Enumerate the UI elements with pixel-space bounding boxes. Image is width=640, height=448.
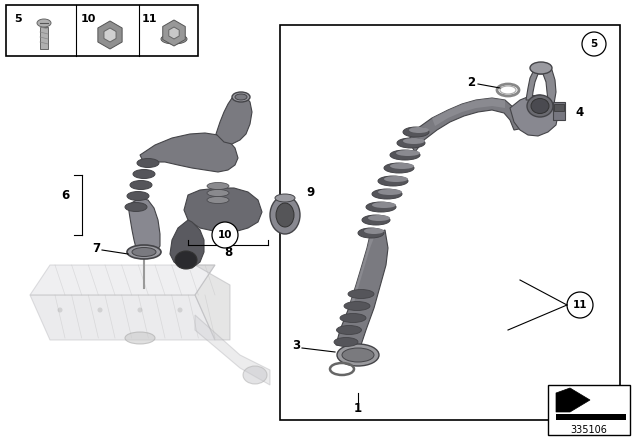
Circle shape (177, 307, 182, 313)
Circle shape (97, 307, 102, 313)
Ellipse shape (384, 163, 414, 173)
Text: 335106: 335106 (571, 425, 607, 435)
Ellipse shape (130, 181, 152, 190)
Ellipse shape (207, 197, 229, 203)
Ellipse shape (337, 344, 379, 366)
Polygon shape (408, 98, 524, 152)
Ellipse shape (161, 34, 187, 44)
Ellipse shape (132, 247, 156, 257)
Ellipse shape (384, 176, 408, 182)
Ellipse shape (390, 150, 420, 160)
Polygon shape (170, 220, 204, 268)
Text: 5: 5 (14, 14, 22, 24)
Ellipse shape (403, 127, 429, 137)
Text: 8: 8 (224, 246, 232, 258)
Text: 10: 10 (218, 230, 232, 240)
Polygon shape (510, 95, 558, 136)
Ellipse shape (527, 95, 553, 117)
Ellipse shape (275, 194, 295, 202)
Ellipse shape (403, 138, 425, 144)
Ellipse shape (397, 138, 425, 148)
Ellipse shape (344, 302, 370, 310)
Ellipse shape (232, 92, 250, 102)
Ellipse shape (276, 203, 294, 227)
Ellipse shape (530, 62, 552, 74)
Text: 6: 6 (61, 189, 70, 202)
Ellipse shape (372, 202, 396, 208)
Polygon shape (163, 20, 185, 46)
Ellipse shape (342, 348, 374, 362)
Ellipse shape (207, 190, 229, 197)
Ellipse shape (396, 150, 420, 156)
Text: 5: 5 (590, 39, 598, 49)
Polygon shape (98, 21, 122, 49)
Circle shape (582, 32, 606, 56)
Polygon shape (184, 188, 262, 232)
Ellipse shape (125, 332, 155, 344)
Polygon shape (556, 388, 590, 412)
Text: 2: 2 (467, 76, 475, 89)
Polygon shape (556, 414, 626, 420)
Polygon shape (30, 295, 215, 340)
Ellipse shape (378, 189, 402, 195)
Ellipse shape (364, 228, 384, 234)
Bar (548, 385, 630, 435)
Ellipse shape (243, 366, 267, 384)
Bar (554, 104, 564, 111)
Ellipse shape (390, 163, 414, 169)
Bar (40, 27, 48, 49)
Ellipse shape (137, 159, 159, 168)
Ellipse shape (235, 94, 247, 100)
Text: 11: 11 (142, 14, 157, 24)
Polygon shape (195, 265, 230, 340)
Ellipse shape (334, 337, 358, 346)
Text: 7: 7 (92, 241, 100, 254)
Text: 11: 11 (573, 300, 588, 310)
Circle shape (212, 222, 238, 248)
Bar (553, 102, 565, 120)
Polygon shape (30, 265, 215, 295)
Polygon shape (195, 315, 270, 385)
Text: 9: 9 (306, 185, 314, 198)
Text: 10: 10 (81, 14, 97, 24)
Ellipse shape (175, 251, 197, 269)
Ellipse shape (133, 169, 155, 178)
Text: 4: 4 (576, 105, 584, 119)
Ellipse shape (207, 182, 229, 190)
Polygon shape (216, 95, 252, 144)
Text: 1: 1 (354, 401, 362, 414)
Polygon shape (526, 66, 556, 104)
Ellipse shape (125, 202, 147, 211)
Ellipse shape (366, 202, 396, 212)
Circle shape (58, 307, 63, 313)
Polygon shape (348, 235, 375, 310)
Ellipse shape (127, 191, 149, 201)
Ellipse shape (358, 228, 384, 238)
Ellipse shape (409, 127, 429, 133)
Ellipse shape (378, 176, 408, 186)
Ellipse shape (372, 189, 402, 199)
Ellipse shape (37, 19, 51, 27)
Bar (280, 25, 620, 420)
Ellipse shape (531, 99, 549, 113)
Circle shape (138, 307, 143, 313)
Polygon shape (128, 198, 160, 254)
Ellipse shape (340, 314, 366, 323)
Ellipse shape (368, 215, 390, 221)
Bar (6, 5, 198, 56)
Ellipse shape (362, 215, 390, 225)
Polygon shape (104, 28, 116, 42)
Ellipse shape (127, 245, 161, 259)
Ellipse shape (348, 289, 374, 298)
Polygon shape (432, 98, 505, 126)
Ellipse shape (337, 326, 362, 335)
Polygon shape (336, 230, 388, 348)
Ellipse shape (270, 196, 300, 234)
Polygon shape (169, 27, 179, 39)
Circle shape (567, 292, 593, 318)
Text: 3: 3 (292, 339, 300, 352)
Polygon shape (140, 133, 238, 172)
